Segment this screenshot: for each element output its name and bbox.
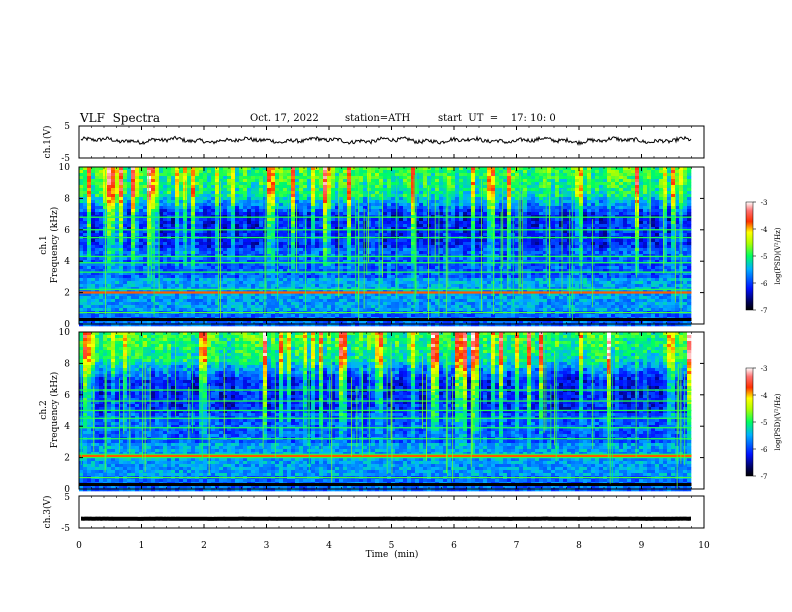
colorbar-tick-label: -6	[761, 280, 768, 288]
y-tick-label: 0	[64, 320, 70, 330]
ch2-colorbar-ramp	[745, 367, 754, 477]
spectral-band	[79, 229, 692, 231]
ch1-spectrogram-panel: 0 2 4 6 8 10 ch.1 Frequency (kHz) -3 -4 -5 -6 -7 …	[39, 163, 782, 330]
spectral-band	[79, 453, 692, 456]
ch1-colorbar: -3 -4 -5 -6 -7 log(PSD)(V²/Hz)	[745, 199, 782, 315]
spectral-band	[79, 262, 692, 264]
ch2-spectrogram-image	[79, 332, 692, 492]
low-frequency-band	[79, 318, 692, 321]
colorbar-tick-label: -7	[761, 307, 768, 315]
x-tick-label: 5	[389, 541, 395, 551]
spectral-band	[79, 288, 692, 291]
ch1-spec-ylabel-1: ch.1	[39, 235, 49, 254]
start-time-label: start UT = 17: 10: 0	[438, 113, 556, 124]
y-tick-label: 8	[64, 359, 70, 369]
x-tick-label: 0	[76, 541, 82, 551]
spectral-band	[79, 438, 692, 440]
ch3-ytick-top: 5	[64, 493, 70, 503]
ch1-colorbar-ramp	[745, 201, 754, 311]
colorbar-tick-label: -6	[761, 446, 768, 454]
y-tick-label: 10	[59, 328, 71, 338]
spectral-band	[79, 456, 692, 459]
ch1-spectrogram-image	[79, 167, 692, 327]
y-tick-label: 10	[59, 163, 71, 173]
ch1-yticks: 0 2 4 6 8 10	[59, 163, 704, 330]
spectral-band	[79, 389, 692, 391]
spectral-band	[79, 400, 692, 402]
x-tick-label: 4	[326, 541, 332, 551]
x-tick-label: 1	[139, 541, 145, 551]
x-tick-label: 7	[514, 541, 520, 551]
strong-spectral-band	[79, 291, 692, 294]
station-label: station=ATH	[345, 113, 411, 124]
ch1-ylabel: ch.1(V)	[42, 126, 53, 159]
low-frequency-band	[79, 483, 692, 486]
x-tick-label: 6	[451, 541, 457, 551]
colorbar-tick-label: -5	[761, 253, 768, 261]
x-tick-label: 3	[264, 541, 270, 551]
ch3-ytick-bottom: -5	[61, 524, 70, 534]
colorbar-tick-label: -5	[761, 419, 768, 427]
colorbar-tick-label: -3	[761, 365, 768, 373]
spectral-band	[79, 236, 692, 239]
spectral-band	[79, 216, 692, 218]
ch1-colorbar-label: log(PSD)(V²/Hz)	[774, 227, 782, 284]
ch1-waveform-frame	[78, 125, 705, 159]
spectral-band	[79, 255, 692, 258]
y-tick-label: 6	[64, 391, 70, 401]
ch1-ytick-top: 5	[64, 122, 70, 132]
spectral-band	[79, 271, 692, 273]
x-tick-label: 9	[639, 541, 645, 551]
spectral-band	[79, 417, 692, 419]
ch1-spec-ylabel-2: Frequency (kHz)	[49, 207, 60, 284]
strong-spectral-band	[79, 454, 692, 458]
y-tick-label: 0	[64, 485, 70, 495]
y-tick-label: 2	[64, 289, 70, 299]
figure-title: VLF Spectra	[80, 111, 161, 125]
y-tick-label: 4	[64, 422, 70, 432]
ch2-colorbar-label: log(PSD)(V²/Hz)	[774, 393, 782, 450]
ch3-waveform-frame	[78, 495, 705, 529]
ch3-ylabel: ch.3(V)	[42, 496, 53, 529]
colorbar-tick-label: -4	[761, 226, 768, 234]
y-tick-label: 4	[64, 257, 70, 267]
spectral-band	[79, 409, 692, 412]
colorbar-tick-label: -3	[761, 199, 768, 207]
y-tick-label: 8	[64, 194, 70, 204]
x-axis-label: Time (min)	[366, 549, 419, 560]
ch2-spectrogram-panel: 0 2 4 6 8 10 ch.2 Frequency (kHz) -3 -4 -5 -6 -7 …	[39, 328, 782, 495]
date-label: Oct. 17, 2022	[250, 113, 319, 124]
ch1-waveform-trace	[80, 135, 692, 146]
y-tick-label: 2	[64, 454, 70, 464]
ch2-spec-ylabel-1: ch.2	[39, 400, 49, 419]
y-tick-label: 6	[64, 226, 70, 236]
x-axis: 0 1 2 3 4 5 6 7 8 9 10	[76, 126, 710, 551]
colorbar-tick-label: -4	[761, 392, 768, 400]
ch2-yticks: 0 2 4 6 8 10	[59, 328, 704, 495]
colorbar-tick-label: -7	[761, 473, 768, 481]
x-tick-label: 2	[201, 541, 207, 551]
ch2-spec-ylabel-2: Frequency (kHz)	[49, 372, 60, 449]
ch1-ytick-bottom: -5	[61, 154, 70, 164]
x-tick-label: 10	[698, 541, 710, 551]
x-tick-label: 8	[576, 541, 582, 551]
ch2-colorbar: -3 -4 -5 -6 -7 log(PSD)(V²/Hz)	[745, 365, 782, 481]
spectral-band	[79, 427, 692, 429]
